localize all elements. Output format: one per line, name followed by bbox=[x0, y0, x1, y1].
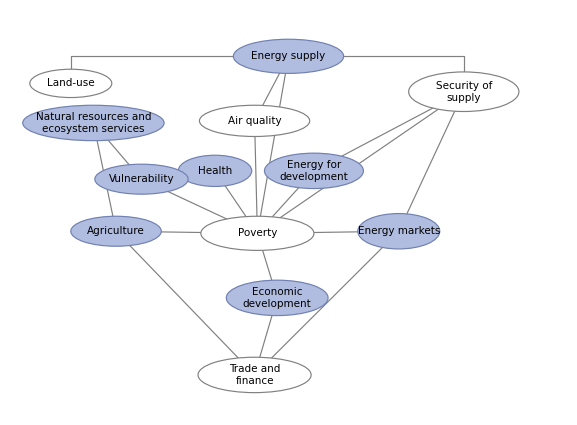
Ellipse shape bbox=[178, 155, 252, 187]
Text: Economic
development: Economic development bbox=[243, 287, 312, 309]
Text: Land-use: Land-use bbox=[47, 78, 95, 88]
Ellipse shape bbox=[95, 164, 188, 194]
Text: Energy markets: Energy markets bbox=[358, 226, 440, 236]
Text: Vulnerability: Vulnerability bbox=[108, 174, 174, 184]
Text: Energy supply: Energy supply bbox=[252, 51, 325, 61]
Text: Energy for
development: Energy for development bbox=[280, 160, 349, 181]
Ellipse shape bbox=[30, 69, 112, 98]
Ellipse shape bbox=[198, 357, 311, 393]
Ellipse shape bbox=[233, 39, 344, 74]
Ellipse shape bbox=[226, 280, 328, 316]
Text: Air quality: Air quality bbox=[228, 116, 282, 126]
Text: Health: Health bbox=[198, 166, 232, 176]
Ellipse shape bbox=[201, 216, 314, 250]
Text: Trade and
finance: Trade and finance bbox=[229, 364, 280, 386]
Text: Security of
supply: Security of supply bbox=[436, 81, 492, 102]
Ellipse shape bbox=[71, 216, 161, 246]
Ellipse shape bbox=[264, 153, 364, 189]
Ellipse shape bbox=[358, 213, 440, 249]
Text: Poverty: Poverty bbox=[238, 228, 277, 238]
Text: Agriculture: Agriculture bbox=[87, 226, 145, 236]
Text: Natural resources and
ecosystem services: Natural resources and ecosystem services bbox=[36, 112, 151, 134]
Ellipse shape bbox=[200, 105, 310, 136]
Ellipse shape bbox=[409, 72, 519, 111]
Ellipse shape bbox=[23, 105, 164, 141]
